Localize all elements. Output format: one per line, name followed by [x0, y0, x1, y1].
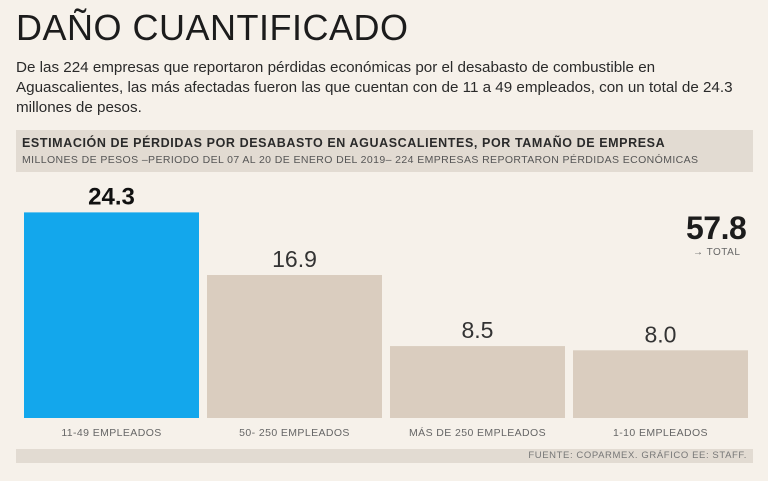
bar-value-label: 16.9: [272, 246, 317, 272]
category-label: 50- 250 EMPLEADOS: [239, 427, 350, 439]
total-value: 57.8: [686, 210, 747, 246]
category-label: MÁS DE 250 EMPLEADOS: [409, 426, 546, 439]
bar-chart: 24.3 11-49 EMPLEADOS 16.9 50- 250 EMPLEADOS…: [24, 183, 748, 439]
bar-value-label: 8.5: [462, 317, 494, 343]
category-label: 1-10 EMPLEADOS: [613, 427, 708, 439]
source-text: FUENTE: COPARMEX. GRÁFICO EE: STAFF.: [528, 450, 747, 461]
bar-4: [573, 350, 748, 418]
bar-value-label: 24.3: [88, 183, 135, 210]
category-label: 11-49 EMPLEADOS: [61, 427, 161, 439]
headline: DAÑO CUANTIFICADO: [16, 7, 409, 48]
bar-1: [24, 212, 199, 418]
bar-3: [390, 346, 565, 418]
bar-2: [207, 275, 382, 418]
lede-paragraph: De las 224 empresas que reportaron pérdi…: [16, 59, 733, 116]
chart-title: ESTIMACIÓN DE PÉRDIDAS POR DESABASTO EN …: [22, 136, 666, 150]
chart-header: ESTIMACIÓN DE PÉRDIDAS POR DESABASTO EN …: [16, 130, 753, 172]
total-label: → TOTAL: [693, 247, 741, 258]
source-bar: FUENTE: COPARMEX. GRÁFICO EE: STAFF.: [16, 449, 753, 463]
bar-value-label: 8.0: [645, 321, 677, 347]
chart-subtitle: MILLONES DE PESOS –PERIODO DEL 07 AL 20 …: [22, 154, 699, 166]
